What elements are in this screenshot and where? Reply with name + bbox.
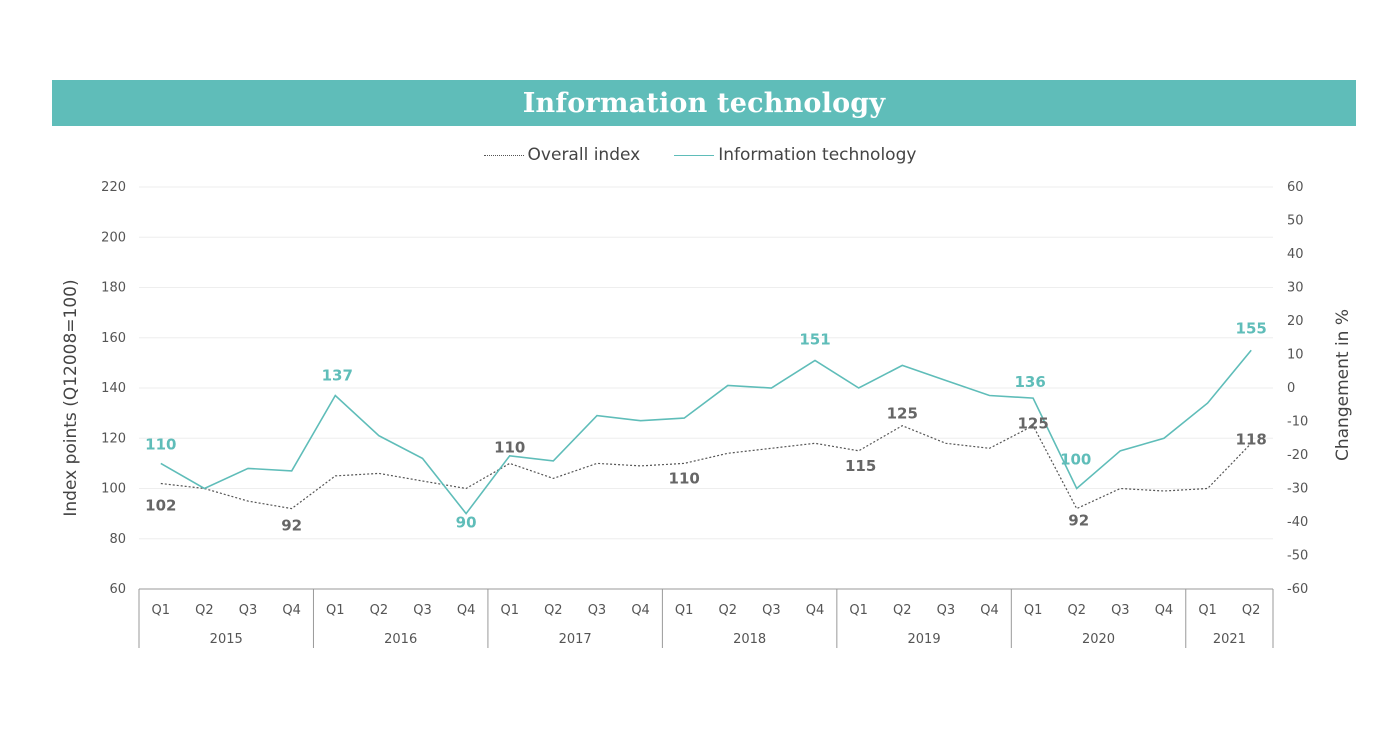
data-label-overall: 110	[494, 438, 525, 456]
series-line-it	[160, 349, 1252, 515]
data-label-overall: 118	[1236, 430, 1267, 448]
x-tick-label: Q2	[544, 603, 563, 618]
x-tick-label: Q4	[457, 603, 476, 618]
y2-tick-label: 60	[1287, 180, 1304, 195]
y-tick-label: 60	[109, 582, 126, 597]
y2-tick-label: -20	[1287, 448, 1308, 463]
x-tick-label: Q1	[500, 603, 519, 618]
x-tick-label: Q4	[806, 603, 825, 618]
y-tick-label: 100	[101, 482, 126, 497]
x-tick-label: Q2	[370, 603, 389, 618]
data-label-overall: 92	[1068, 512, 1089, 530]
x-tick-label: Q3	[413, 603, 432, 618]
x-tick-label: Q2	[893, 603, 912, 618]
y2-tick-label: 10	[1287, 348, 1304, 363]
x-tick-label: Q2	[195, 603, 214, 618]
y2-tick-label: 20	[1287, 314, 1304, 329]
y2-tick-label: 50	[1287, 214, 1304, 229]
y-tick-label: 160	[101, 331, 126, 346]
legend-swatch-overall	[483, 154, 524, 156]
x-tick-label: Q3	[1111, 603, 1130, 618]
data-label-overall: 102	[145, 496, 176, 514]
data-label-it: 155	[1236, 319, 1267, 337]
legend-label-it: Information technology	[718, 145, 917, 165]
data-label-overall: 92	[281, 517, 302, 535]
y-axis-title: Index points (Q12008=100)	[61, 279, 81, 516]
y-tick-label: 120	[101, 431, 126, 446]
data-label-it: 137	[322, 367, 353, 385]
y-tick-label: 200	[101, 230, 126, 245]
legend-item-overall: Overall index	[483, 145, 641, 165]
y2-tick-label: -50	[1287, 549, 1308, 564]
x-tick-label: Q1	[1024, 603, 1043, 618]
y-tick-label: 140	[101, 381, 126, 396]
x-tick-label: Q1	[849, 603, 868, 618]
x-tick-label: Q3	[762, 603, 781, 618]
x-tick-label: Q4	[980, 603, 999, 618]
x-tick-label: Q2	[1067, 603, 1086, 618]
x-tick-label: Q4	[631, 603, 650, 618]
x-tick-label: Q3	[239, 603, 258, 618]
y2-tick-label: 30	[1287, 281, 1304, 296]
x-year-label: 2021	[1213, 632, 1246, 647]
y-tick-label: 220	[101, 180, 126, 195]
x-year-label: 2017	[559, 632, 592, 647]
data-label-it: 110	[145, 435, 176, 453]
legend-swatch-it	[674, 154, 715, 156]
x-tick-label: Q2	[1242, 603, 1261, 618]
y2-tick-label: -40	[1287, 515, 1308, 530]
x-year-label: 2015	[210, 632, 243, 647]
chart-title: Information technology	[522, 87, 886, 119]
x-year-label: 2016	[384, 632, 417, 647]
data-label-overall: 125	[887, 405, 918, 423]
data-label-it: 136	[1014, 373, 1045, 391]
legend: Overall index Information technology	[0, 142, 1400, 168]
y2-axis-title: Changement in %	[1333, 309, 1353, 461]
y2-tick-label: -10	[1287, 415, 1308, 430]
data-label-overall: 110	[669, 469, 700, 487]
x-tick-label: Q1	[675, 603, 694, 618]
data-label-it: 100	[1060, 451, 1091, 469]
chart-title-banner: Information technology	[52, 80, 1356, 126]
x-tick-label: Q2	[719, 603, 738, 618]
y-tick-label: 80	[109, 532, 126, 547]
y2-tick-label: -30	[1287, 482, 1308, 497]
x-year-label: 2019	[908, 632, 941, 647]
series-line-overall	[160, 424, 1252, 510]
y-tick-label: 180	[101, 281, 126, 296]
x-tick-label: Q1	[326, 603, 345, 618]
legend-label-overall: Overall index	[527, 145, 641, 165]
legend-item-it: Information technology	[674, 145, 916, 165]
data-label-overall: 125	[1017, 415, 1048, 433]
x-tick-label: Q3	[588, 603, 607, 618]
x-tick-label: Q1	[1198, 603, 1217, 618]
x-tick-label: Q3	[937, 603, 956, 618]
y2-tick-label: 0	[1287, 381, 1295, 396]
x-tick-label: Q1	[152, 603, 171, 618]
x-tick-label: Q4	[1155, 603, 1174, 618]
y2-tick-label: -60	[1287, 582, 1308, 597]
data-label-it: 90	[456, 514, 477, 532]
data-label-it: 151	[799, 330, 830, 348]
x-year-label: 2018	[733, 632, 766, 647]
x-tick-label: Q4	[282, 603, 301, 618]
y2-tick-label: 40	[1287, 247, 1304, 262]
x-year-label: 2020	[1082, 632, 1115, 647]
data-label-overall: 115	[845, 457, 876, 475]
